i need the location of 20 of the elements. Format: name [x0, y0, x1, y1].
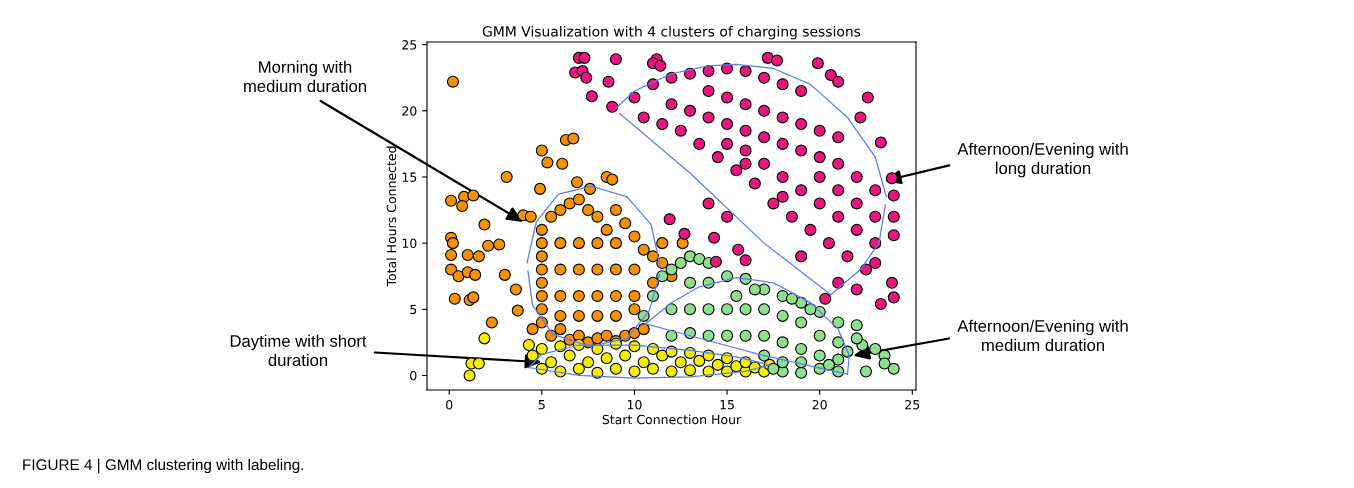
annotation: Morning with medium duration: [244, 60, 366, 93]
x-tick-label: 15: [720, 400, 734, 410]
x-tick-label: 0: [446, 399, 453, 410]
x-tick-label: 25: [905, 399, 920, 410]
x-tick-label: 20: [812, 399, 827, 410]
y-tick-label: 15: [402, 172, 417, 182]
y-tick-label: 0: [410, 370, 417, 381]
x-tick-label: 5: [538, 400, 545, 410]
y-axis-title: Total Hours Connected: [386, 146, 397, 287]
caption: FIGURE 4 | GMM clustering with labeling.: [23, 458, 304, 474]
annotation: Afternoon/Evening with long duration: [957, 142, 1128, 178]
x-axis-title: Start Connection Hour: [602, 414, 742, 425]
y-tick-label: 10: [402, 238, 417, 249]
chart-title: GMM Visualization with 4 clusters of charging sessions: [482, 25, 861, 40]
y-tick-label: 20: [402, 106, 417, 116]
y-tick-label: 25: [402, 40, 417, 50]
annotation: Daytime with short duration: [230, 334, 367, 367]
x-tick-label: 10: [627, 399, 642, 410]
annotation: Afternoon/Evening with medium duration: [957, 319, 1128, 352]
y-tick-label: 5: [410, 304, 417, 315]
